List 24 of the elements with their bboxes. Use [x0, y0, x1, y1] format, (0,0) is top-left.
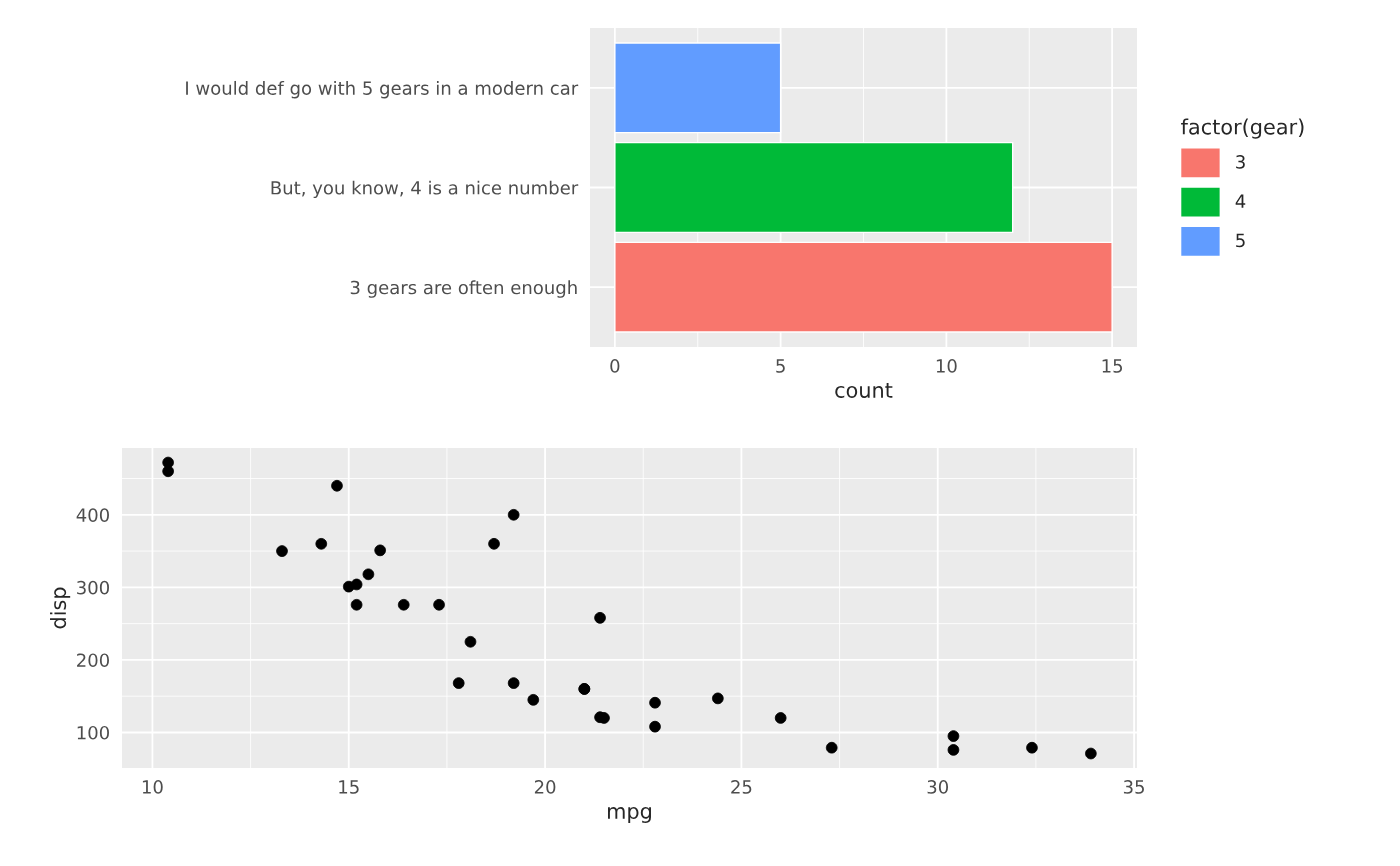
legend-label: 4 — [1235, 194, 1246, 208]
y-tick-label: 300 — [77, 580, 109, 595]
x-tick-label: 35 — [1123, 780, 1144, 794]
x-tick-label: 15 — [339, 780, 359, 794]
x-tick-label: 10 — [142, 780, 163, 794]
legend-label: 3 — [1236, 155, 1245, 169]
y-tick-label: 400 — [76, 508, 109, 522]
x-tick-label: 10 — [936, 359, 957, 373]
y-axis-title: disp — [50, 587, 71, 629]
y-tick-label: But, you know, 4 is a nice number — [271, 180, 579, 199]
legend-label: 5 — [1236, 233, 1245, 248]
x-axis-title: mpg — [608, 807, 651, 823]
y-tick-label: 200 — [77, 653, 109, 668]
x-tick-label: 25 — [731, 780, 752, 794]
legend-title: factor(gear) — [1181, 118, 1304, 139]
y-tick-label: 3 gears are often enough — [350, 280, 577, 298]
x-tick-label: 20 — [534, 780, 556, 794]
x-tick-label: 30 — [927, 780, 949, 794]
y-tick-label: I would def go with 5 gears in a modern car — [186, 80, 579, 99]
x-tick-label: 15 — [1102, 359, 1123, 373]
x-tick-label: 5 — [776, 359, 785, 373]
x-axis-title: count — [835, 383, 893, 398]
x-tick-label: 0 — [610, 359, 620, 373]
y-tick-label: 100 — [77, 725, 109, 740]
